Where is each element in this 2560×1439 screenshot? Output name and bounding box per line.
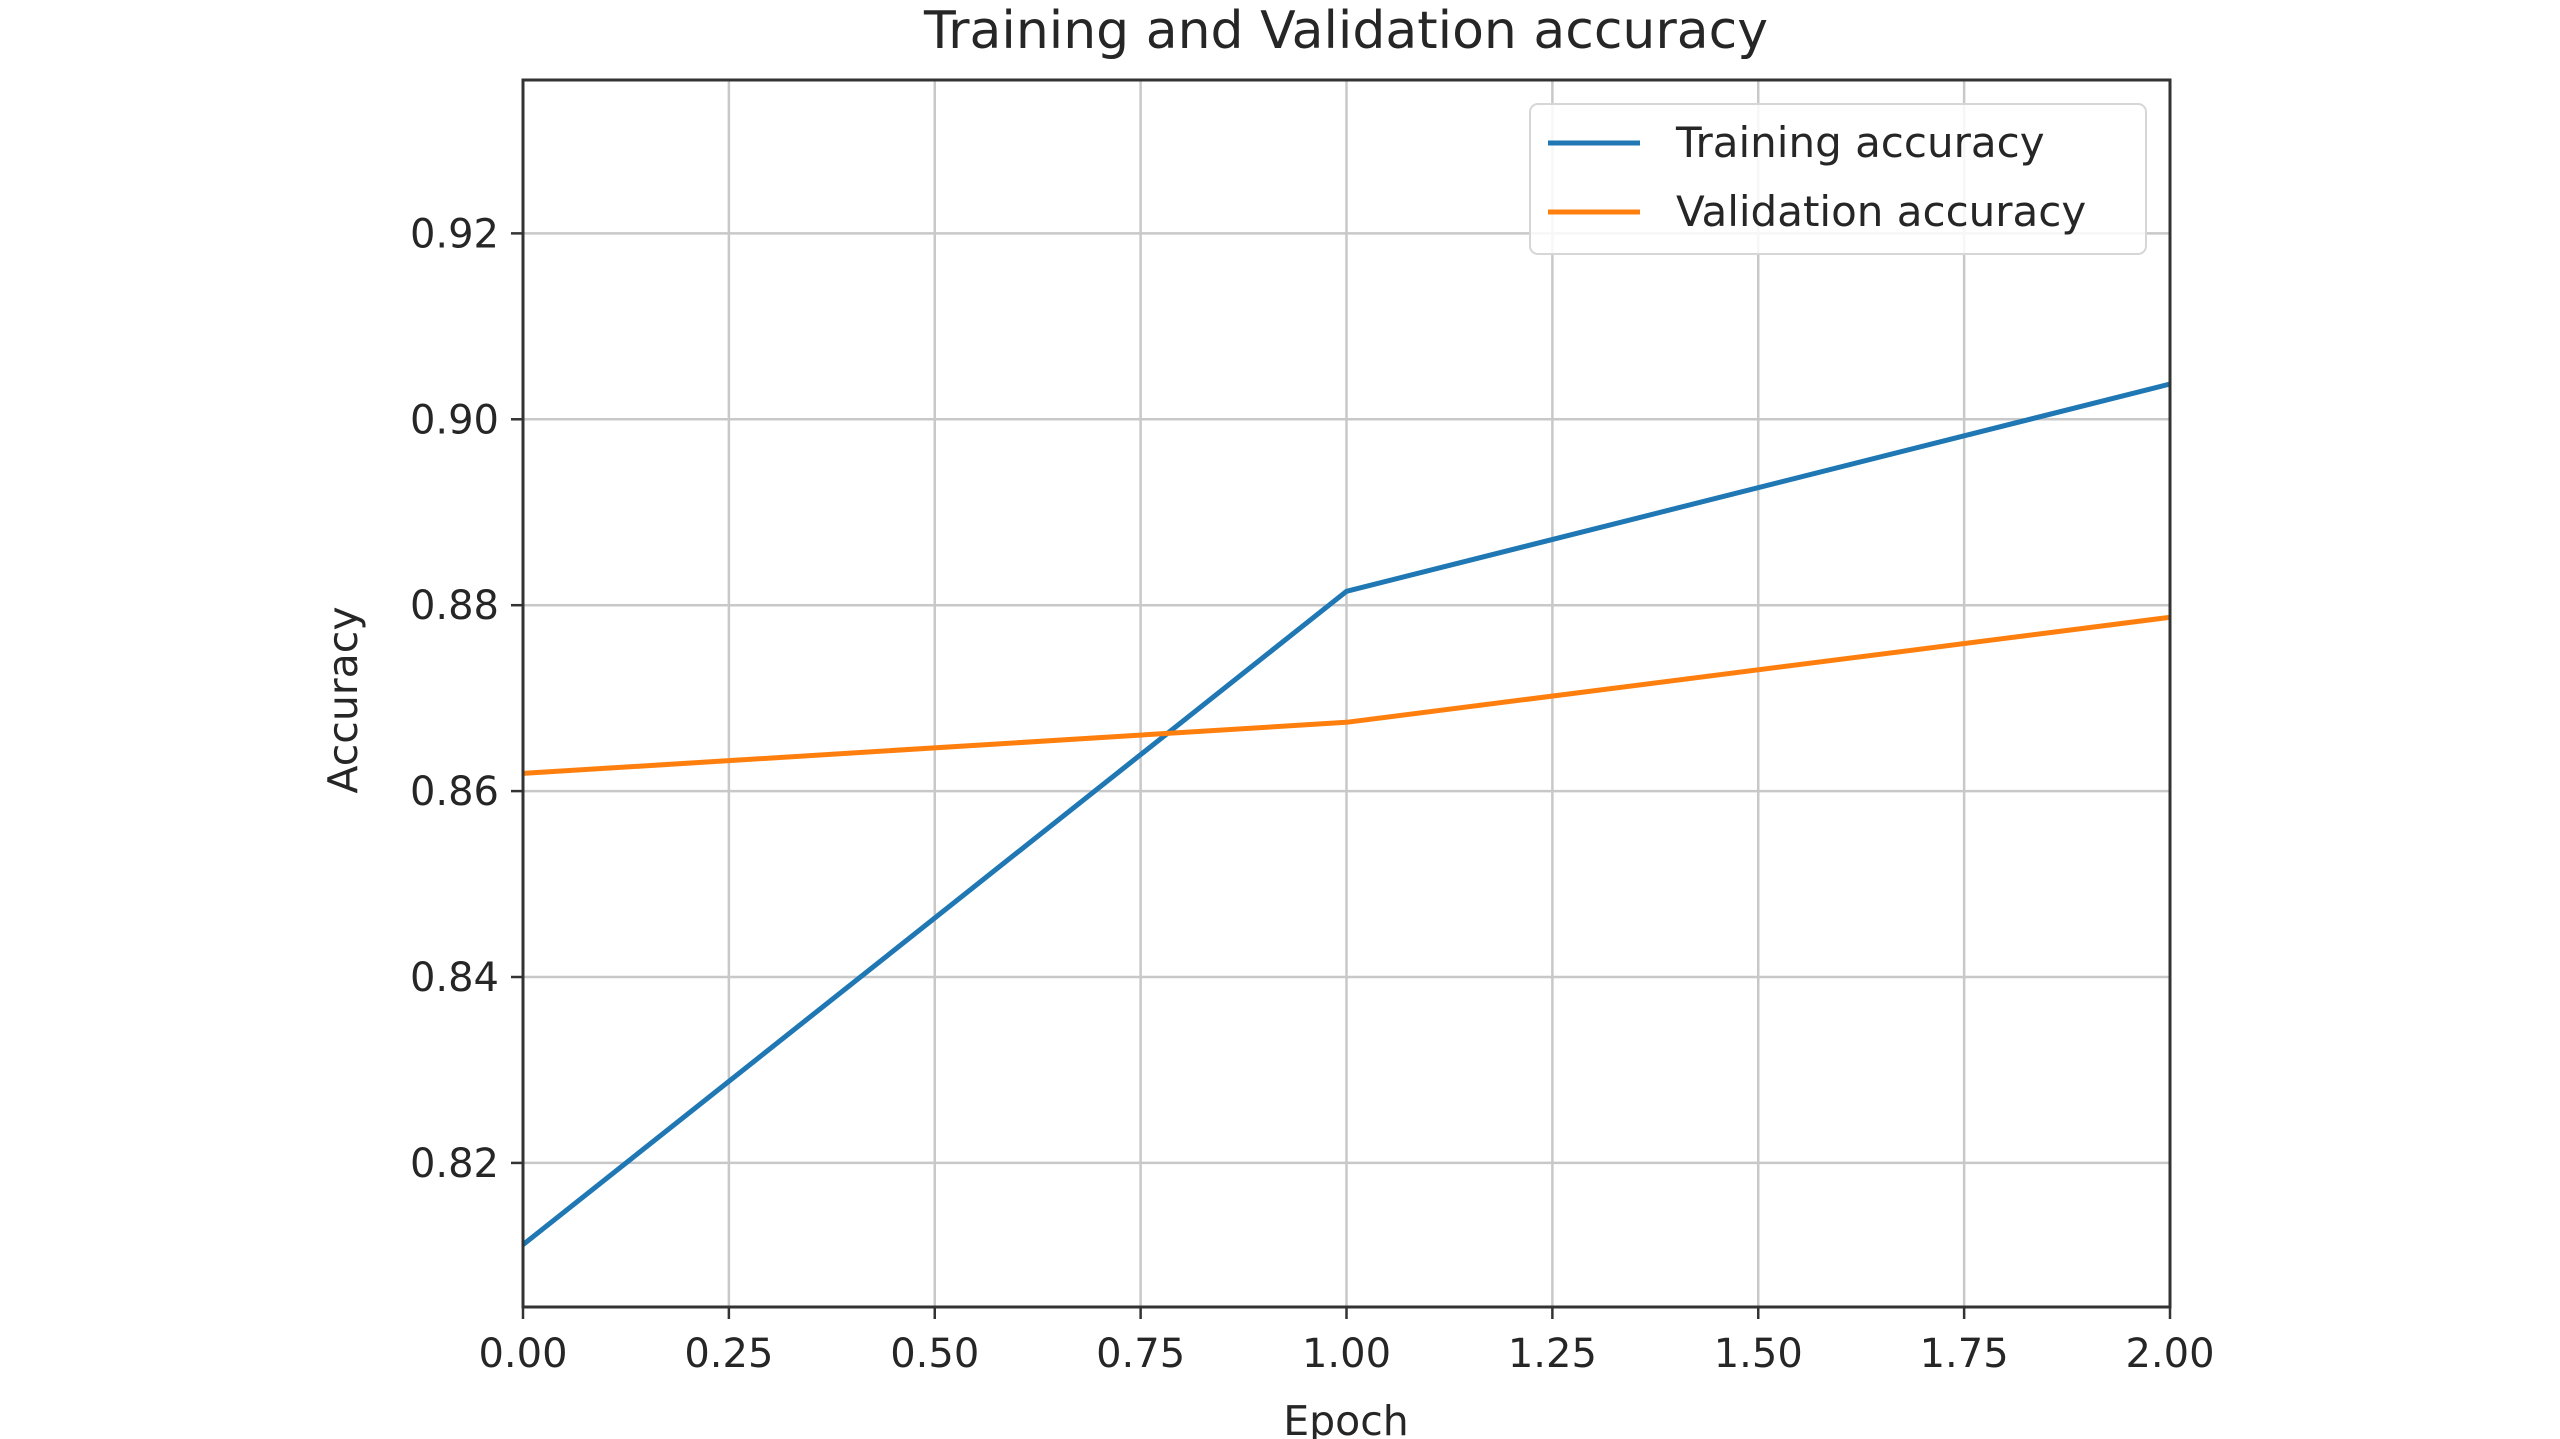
ticks: 0.00 0.25 0.50 0.75 1.00 1.25 1.50 1.75 2.00 0.82…: [410, 211, 2215, 1377]
y-tick-label: 0.92: [410, 211, 499, 257]
legend-label-validation: Validation accuracy: [1676, 187, 2086, 236]
chart-title: Training and Validation accuracy: [923, 1, 1768, 61]
x-tick-label: 0.50: [890, 1331, 979, 1377]
y-tick-label: 0.88: [410, 583, 499, 629]
x-tick-label: 1.00: [1302, 1331, 1391, 1377]
legend-label-training: Training accuracy: [1675, 118, 2045, 167]
x-tick-label: 1.50: [1714, 1331, 1803, 1377]
y-tick-label: 0.86: [410, 769, 499, 815]
y-axis-label: Accuracy: [319, 606, 367, 793]
legend: Training accuracy Validation accuracy: [1529, 103, 2147, 255]
x-tick-label: 1.75: [1920, 1331, 2009, 1377]
x-tick-label: 0.00: [478, 1331, 567, 1377]
y-tick-label: 0.84: [410, 955, 499, 1001]
x-tick-label: 2.00: [2125, 1331, 2214, 1377]
x-tick-label: 1.25: [1508, 1331, 1597, 1377]
grid: [521, 80, 2172, 1307]
x-tick-label: 0.25: [684, 1331, 773, 1377]
y-tick-label: 0.82: [410, 1141, 499, 1187]
x-axis-label: Epoch: [1283, 1397, 1409, 1439]
x-tick-label: 0.75: [1096, 1331, 1185, 1377]
y-tick-label: 0.90: [410, 397, 499, 443]
legend-box: [1529, 103, 2147, 255]
